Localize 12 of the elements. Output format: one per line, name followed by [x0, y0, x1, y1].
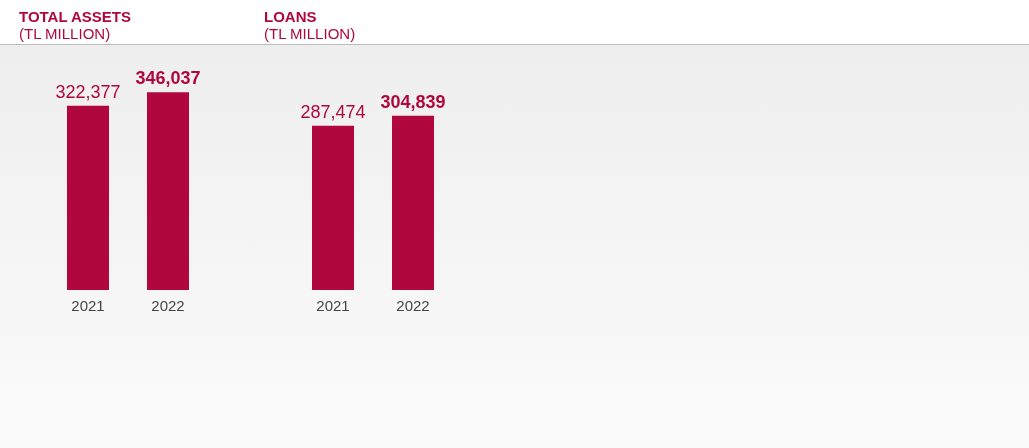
- data-label: 322,377: [55, 81, 121, 102]
- x-tick-label: 2022: [151, 297, 185, 314]
- x-tick-label: 2022: [396, 297, 430, 314]
- data-label: 304,839: [380, 91, 446, 112]
- x-tick-label: 2021: [316, 297, 350, 314]
- data-label: 346,037: [135, 68, 201, 89]
- x-tick-label: 2021: [71, 297, 105, 314]
- chart-title: TOTAL ASSETS: [19, 8, 131, 25]
- data-label: 287,474: [300, 101, 366, 122]
- chart-subtitle: (TL MILLION): [19, 25, 111, 42]
- chart-subtitle: (TL MILLION): [264, 25, 356, 42]
- chart-title: LOANS: [264, 8, 317, 25]
